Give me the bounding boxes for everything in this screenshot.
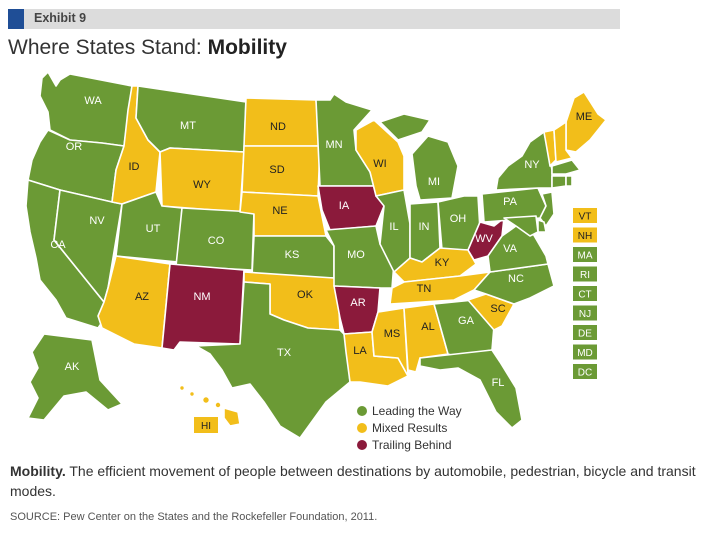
state-ma[interactable] [551, 159, 581, 175]
legend-swatch-trailing [357, 440, 367, 450]
legend-label-trailing: Trailing Behind [372, 438, 452, 452]
state-tx[interactable] [195, 281, 351, 439]
page-title: Where States Stand: Mobility [8, 36, 287, 60]
state-label-ky: KY [435, 257, 450, 269]
state-label-oh: OH [450, 213, 467, 225]
small-state-label-ri: RI [580, 270, 590, 281]
state-label-ut: UT [146, 223, 161, 235]
state-label-me: ME [576, 111, 593, 123]
state-ri[interactable] [565, 175, 573, 187]
state-label-tn: TN [417, 283, 432, 295]
state-fl[interactable] [419, 349, 523, 429]
state-label-ny: NY [524, 159, 540, 171]
state-label-sc: SC [490, 303, 505, 315]
title-prefix: Where States Stand: [8, 36, 208, 59]
small-state-label-ma: MA [578, 251, 593, 262]
state-nm[interactable] [161, 263, 245, 351]
small-state-box-de[interactable] [573, 325, 597, 340]
title-emphasis: Mobility [207, 36, 287, 59]
state-label-mi: MI [428, 176, 440, 188]
small-state-label-nj: NJ [579, 309, 591, 320]
state-hi[interactable] [178, 384, 241, 427]
exhibit-bar [8, 9, 620, 29]
state-label-wa: WA [84, 95, 102, 107]
state-label-nv: NV [89, 215, 105, 227]
state-label-co: CO [208, 235, 225, 247]
state-label-nm: NM [193, 291, 210, 303]
state-label-mn: MN [325, 139, 342, 151]
state-label-nd: ND [270, 121, 286, 133]
state-label-va: VA [503, 243, 518, 255]
state-label-hi: HI [201, 421, 211, 432]
state-label-ms: MS [384, 328, 401, 340]
state-label-ar: AR [350, 297, 365, 309]
legend-label-leading: Leading the Way [372, 404, 462, 418]
small-state-boxes: VT NH MA RI CT NJ DE MD DC [573, 208, 597, 379]
state-label-wy: WY [193, 179, 211, 191]
legend-swatch-mixed [357, 423, 367, 433]
small-state-label-ct: CT [578, 290, 591, 301]
state-label-or: OR [66, 141, 83, 153]
state-label-fl: FL [492, 377, 505, 389]
state-label-mo: MO [347, 249, 365, 261]
state-label-ia: IA [339, 200, 350, 212]
description: Mobility. The efficient movement of peop… [10, 461, 710, 501]
state-me[interactable] [565, 91, 607, 153]
exhibit-square [8, 9, 24, 29]
state-labels: WA OR CA NV ID MT WY UT AZ CO NM ND SD NE KS OK TX MN IA MO… [50, 95, 592, 433]
state-mi-upper[interactable] [379, 113, 431, 141]
state-label-id: ID [129, 161, 140, 173]
small-state-box-ri[interactable] [573, 266, 597, 282]
state-label-il: IL [389, 221, 398, 233]
description-text: The efficient movement of people between… [10, 463, 696, 499]
small-state-label-dc: DC [578, 368, 592, 379]
state-label-mt: MT [180, 120, 196, 132]
small-state-label-de: DE [578, 329, 592, 340]
description-term: Mobility. [10, 463, 66, 479]
state-box-hi [194, 417, 218, 433]
legend-swatch-leading [357, 406, 367, 416]
state-sc[interactable] [467, 293, 515, 331]
legend: Leading the Way Mixed Results Trailing Beh… [357, 404, 462, 452]
state-label-wv: WV [475, 233, 493, 245]
state-ak[interactable] [27, 333, 123, 421]
small-state-box-md[interactable] [573, 344, 597, 360]
state-ia[interactable] [317, 185, 385, 231]
small-state-box-nj[interactable] [573, 305, 597, 321]
state-ct[interactable] [551, 175, 567, 189]
state-label-az: AZ [135, 291, 149, 303]
small-state-box-vt[interactable] [573, 208, 597, 223]
exhibit-label: Exhibit 9 [34, 11, 87, 25]
state-label-in: IN [419, 221, 430, 233]
state-label-ca: CA [50, 239, 66, 251]
small-state-label-nh: NH [578, 231, 592, 242]
state-label-al: AL [421, 321, 434, 333]
state-label-tx: TX [277, 347, 292, 359]
state-nj[interactable] [539, 191, 555, 227]
small-state-label-vt: VT [579, 212, 592, 223]
small-state-box-ct[interactable] [573, 286, 597, 301]
state-label-ok: OK [297, 289, 314, 301]
state-label-wi: WI [373, 158, 386, 170]
state-label-ak: AK [65, 361, 80, 373]
state-label-sd: SD [269, 164, 284, 176]
small-state-box-nh[interactable] [573, 227, 597, 243]
state-mt[interactable] [135, 85, 247, 153]
state-label-ks: KS [285, 249, 300, 261]
legend-label-mixed: Mixed Results [372, 421, 447, 435]
state-label-ga: GA [458, 315, 475, 327]
state-label-pa: PA [503, 196, 518, 208]
small-state-box-dc[interactable] [573, 364, 597, 379]
state-label-nc: NC [508, 273, 524, 285]
small-state-label-md: MD [577, 348, 593, 359]
state-mi[interactable] [411, 135, 459, 201]
state-label-ne: NE [272, 205, 287, 217]
state-label-la: LA [353, 345, 367, 357]
state-va[interactable] [487, 225, 549, 273]
small-state-box-ma[interactable] [573, 247, 597, 262]
state-md[interactable] [503, 215, 539, 237]
state-nh[interactable] [553, 121, 573, 163]
source-note: SOURCE: Pew Center on the States and the… [10, 511, 378, 523]
